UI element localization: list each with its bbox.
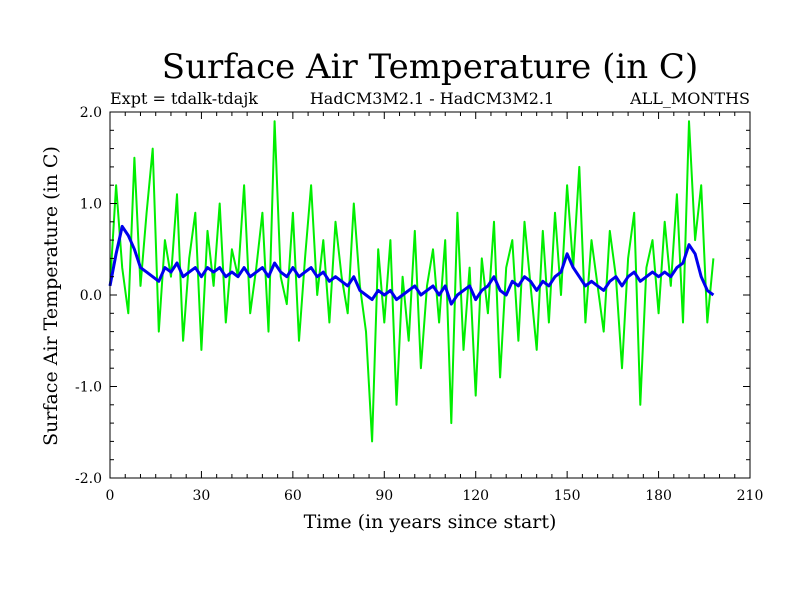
series-line-running-mean: [108, 224, 715, 306]
x-tick-label: 120: [462, 488, 489, 504]
x-tick-label: 0: [106, 488, 115, 504]
x-tick-label: 210: [737, 488, 764, 504]
y-tick-label: -1.0: [75, 380, 102, 396]
y-tick-label: -2.0: [75, 471, 102, 487]
y-tick-label: 0.0: [80, 288, 102, 304]
y-axis-label: Surface Air Temperature (in C): [40, 146, 62, 446]
series-line-monthly: [109, 120, 715, 443]
x-tick-label: 60: [284, 488, 302, 504]
experiment-label: Expt = tdalk-tdajk: [110, 89, 258, 108]
y-tick-label: 2.0: [80, 105, 102, 121]
tick-labels: 0 30 60 90 120 150 180 210 -2.0 -1.0 0.0 1.0 2.0: [75, 105, 763, 504]
model-label: HadCM3M2.1 - HadCM3M2.1: [310, 89, 554, 108]
plot-frame: [109, 111, 751, 479]
y-tick-label: 1.0: [80, 197, 102, 213]
x-tick-label: 30: [193, 488, 211, 504]
months-label: ALL_MONTHS: [629, 89, 750, 108]
x-axis-label: Time (in years since start): [304, 511, 557, 533]
chart-title: Surface Air Temperature (in C): [162, 47, 698, 87]
series-layer: [108, 120, 715, 443]
x-tick-label: 90: [375, 488, 393, 504]
axes-layer: [109, 111, 751, 479]
x-tick-label: 150: [554, 488, 581, 504]
x-tick-label: 180: [645, 488, 672, 504]
